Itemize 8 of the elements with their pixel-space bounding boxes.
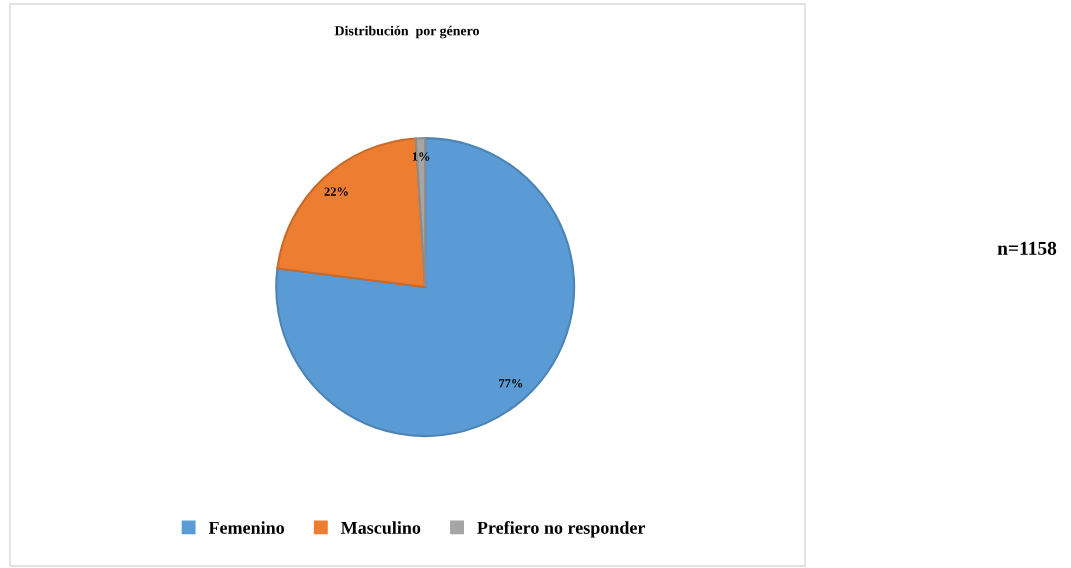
data-label: 22% [324, 187, 348, 196]
pie-slice [275, 137, 576, 438]
legend-label: Femenino [208, 521, 285, 534]
legend-label: Prefiero no responder [477, 520, 646, 538]
text: n=1158 [997, 241, 1057, 255]
chart-title: Distribución por género [334, 25, 479, 39]
legend-label: Masculino [340, 521, 421, 534]
data-label: 77% [499, 379, 523, 388]
